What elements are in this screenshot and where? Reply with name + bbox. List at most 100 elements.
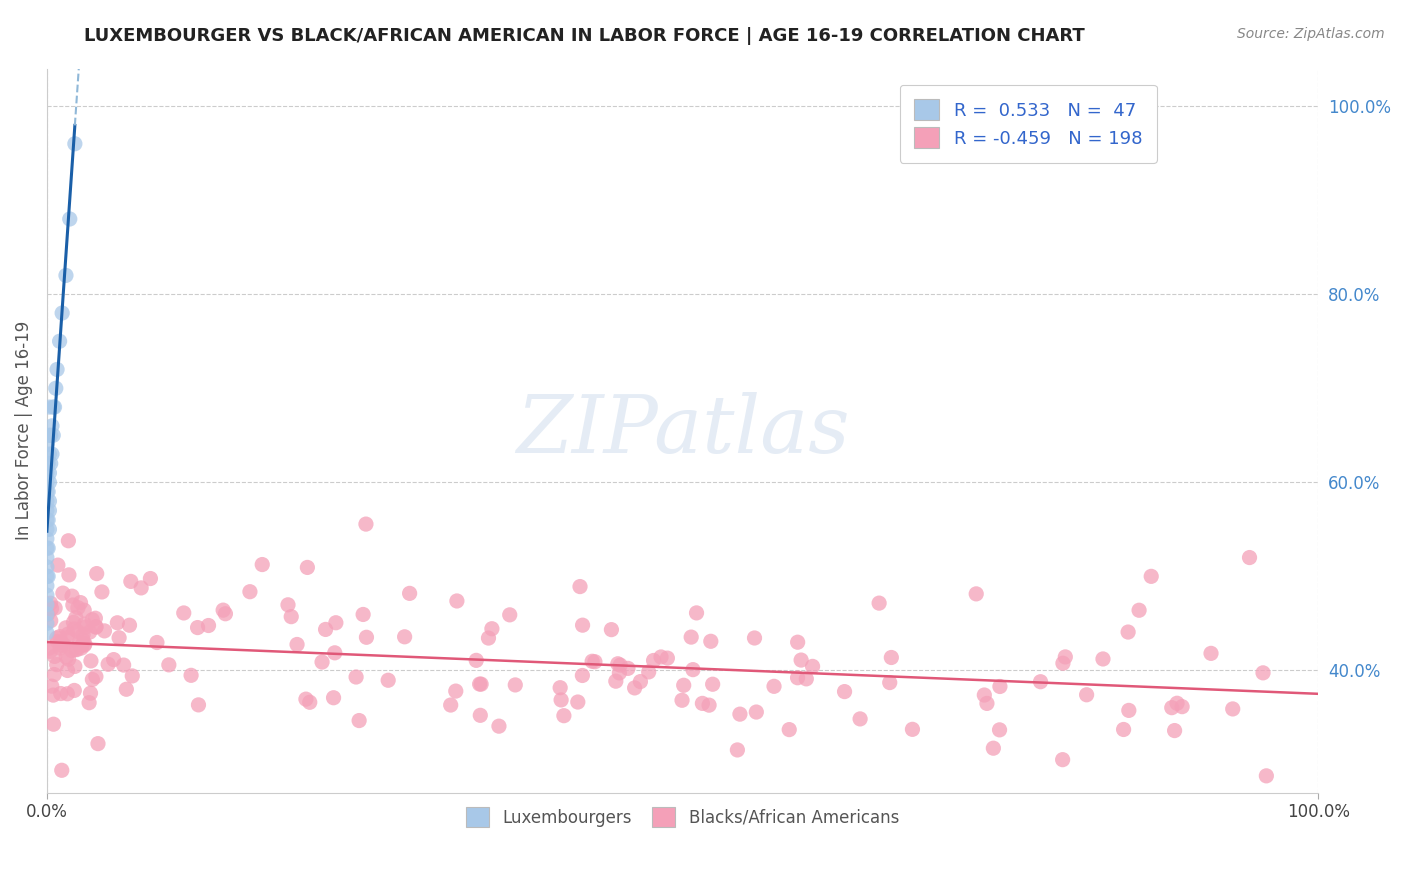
Point <box>398 586 420 600</box>
Point <box>468 677 491 691</box>
Point <box>239 584 262 599</box>
Point <box>35 438 58 452</box>
Point <box>311 655 333 669</box>
Point <box>35 475 58 490</box>
Point <box>35 503 58 517</box>
Point <box>93 624 115 638</box>
Point <box>280 609 302 624</box>
Point <box>315 623 337 637</box>
Point <box>685 606 707 620</box>
Point <box>39 428 62 442</box>
Point <box>65 610 87 624</box>
Point <box>72 627 94 641</box>
Y-axis label: In Labor Force | Age 16-19: In Labor Force | Age 16-19 <box>15 321 32 541</box>
Point <box>60 643 83 657</box>
Point <box>82 613 104 627</box>
Point <box>1116 625 1139 640</box>
Point <box>42 428 65 442</box>
Point <box>51 764 73 778</box>
Point <box>35 560 58 574</box>
Point <box>297 560 319 574</box>
Point <box>139 572 162 586</box>
Point <box>1163 723 1185 738</box>
Point <box>97 657 120 672</box>
Point <box>58 567 80 582</box>
Point <box>35 494 58 508</box>
Point <box>103 652 125 666</box>
Point <box>38 503 60 517</box>
Point <box>37 484 59 499</box>
Point <box>1091 652 1114 666</box>
Point <box>1251 665 1274 680</box>
Point <box>49 687 72 701</box>
Point <box>42 717 65 731</box>
Point <box>477 631 499 645</box>
Point <box>212 603 235 617</box>
Point <box>35 541 58 556</box>
Point <box>35 598 58 612</box>
Point <box>56 664 79 678</box>
Point <box>51 638 73 652</box>
Point <box>77 696 100 710</box>
Point <box>745 705 768 719</box>
Point <box>1222 702 1244 716</box>
Point <box>41 447 63 461</box>
Point <box>69 596 91 610</box>
Point <box>84 620 107 634</box>
Point <box>643 653 665 667</box>
Point <box>72 632 94 647</box>
Point <box>37 569 59 583</box>
Point <box>84 669 107 683</box>
Point <box>41 601 63 615</box>
Point <box>73 603 96 617</box>
Point <box>66 642 89 657</box>
Point <box>55 621 77 635</box>
Point <box>48 630 70 644</box>
Point <box>983 741 1005 756</box>
Point <box>344 670 367 684</box>
Legend: Luxembourgers, Blacks/African Americans: Luxembourgers, Blacks/African Americans <box>457 799 907 835</box>
Point <box>118 618 141 632</box>
Point <box>46 634 69 648</box>
Point <box>90 585 112 599</box>
Point <box>1140 569 1163 583</box>
Point <box>60 589 83 603</box>
Point <box>325 615 347 630</box>
Point <box>45 631 67 645</box>
Point <box>682 663 704 677</box>
Point <box>681 630 703 644</box>
Point <box>650 650 672 665</box>
Point <box>394 630 416 644</box>
Point <box>295 692 318 706</box>
Point <box>657 651 679 665</box>
Point <box>763 679 786 693</box>
Point <box>35 616 58 631</box>
Point <box>80 654 103 668</box>
Point <box>38 494 60 508</box>
Point <box>581 654 603 668</box>
Point <box>73 637 96 651</box>
Point <box>70 638 93 652</box>
Point <box>73 617 96 632</box>
Point <box>59 212 82 227</box>
Point <box>609 658 631 673</box>
Point <box>45 657 67 672</box>
Point <box>44 400 66 414</box>
Point <box>38 522 60 536</box>
Point <box>38 400 60 414</box>
Point <box>39 644 62 658</box>
Point <box>1052 753 1074 767</box>
Point <box>35 484 58 499</box>
Point <box>553 708 575 723</box>
Point <box>46 362 69 376</box>
Point <box>120 574 142 589</box>
Point <box>252 558 274 572</box>
Point <box>35 607 58 621</box>
Point <box>87 737 110 751</box>
Point <box>605 674 627 689</box>
Point <box>1199 646 1222 660</box>
Point <box>86 566 108 581</box>
Point <box>180 668 202 682</box>
Point <box>62 598 84 612</box>
Point <box>671 693 693 707</box>
